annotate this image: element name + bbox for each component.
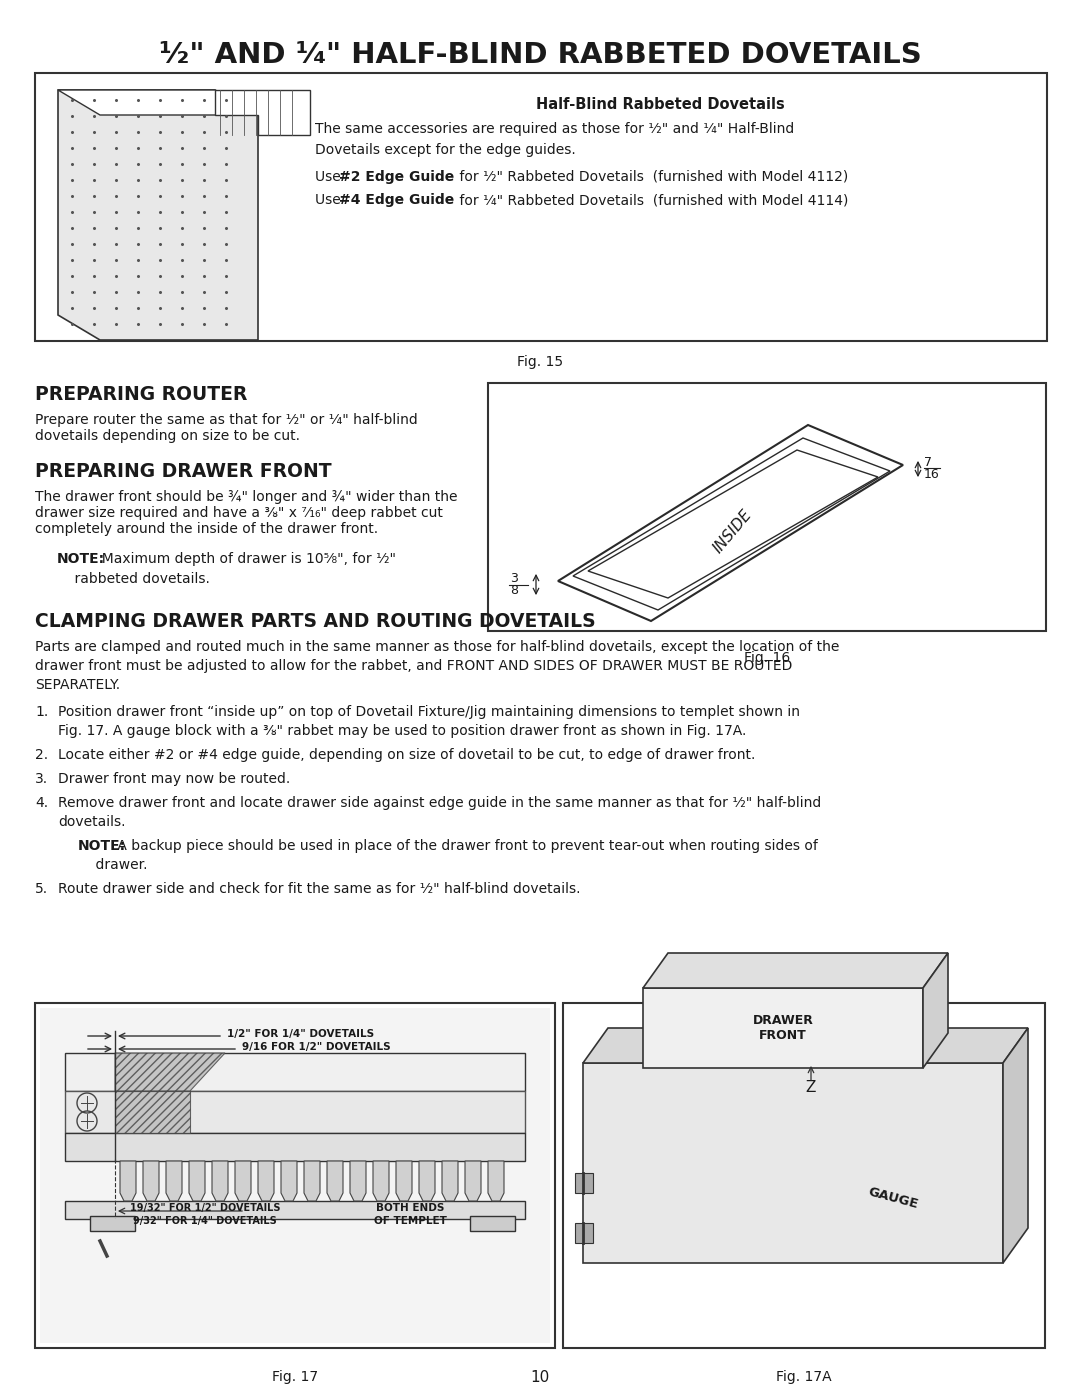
Text: 2.: 2. [35,747,49,761]
Text: #2 Edge Guide: #2 Edge Guide [339,170,455,184]
Text: Fig. 15: Fig. 15 [517,355,563,369]
Polygon shape [235,1161,251,1201]
Bar [575,1173,593,1193]
Bar [35,73,1047,341]
Text: NOTE:: NOTE: [57,552,105,566]
Text: Locate either #2 or #4 edge guide, depending on size of dovetail to be cut, to e: Locate either #2 or #4 edge guide, depen… [58,747,755,761]
Bar [575,1222,593,1243]
Polygon shape [258,1161,274,1201]
Polygon shape [215,89,310,136]
Text: The same accessories are required as those for ¹⁄₂" and ¹⁄₄" Half-Blind: The same accessories are required as tho… [315,122,794,136]
Text: Parts are clamped and routed much in the same manner as those for half-blind dov: Parts are clamped and routed much in the… [35,640,839,654]
Text: Dovetails except for the edge guides.: Dovetails except for the edge guides. [315,142,576,156]
Polygon shape [1003,1028,1028,1263]
Bar [563,1003,1045,1348]
Text: The drawer front should be ¾" longer and ¾" wider than the
drawer size required : The drawer front should be ¾" longer and… [35,490,458,536]
Polygon shape [583,1028,1028,1063]
Bar [90,1215,135,1231]
Polygon shape [488,1161,504,1201]
Polygon shape [419,1161,435,1201]
Bar [643,988,923,1067]
Polygon shape [327,1161,343,1201]
Text: DRAWER
FRONT: DRAWER FRONT [753,1014,813,1042]
Text: 1.: 1. [35,705,49,719]
Text: for ¹⁄₄" Rabbeted Dovetails  (furnished with Model 4114): for ¹⁄₄" Rabbeted Dovetails (furnished w… [455,193,849,207]
Text: Use: Use [315,193,346,207]
Polygon shape [114,1053,225,1091]
Bar [65,1091,525,1133]
Text: ¹⁄₂" AND ¹⁄₄" HALF-BLIND RABBETED DOVETAILS: ¹⁄₂" AND ¹⁄₄" HALF-BLIND RABBETED DOVETA… [159,41,921,68]
Text: 10: 10 [530,1369,550,1384]
Text: Remove drawer front and locate drawer side against edge guide in the same manner: Remove drawer front and locate drawer si… [58,796,821,810]
Text: Fig. 17. A gauge block with a ⅜" rabbet may be used to position drawer front as : Fig. 17. A gauge block with a ⅜" rabbet … [58,724,746,738]
Polygon shape [442,1161,458,1201]
Polygon shape [465,1161,481,1201]
Text: Use: Use [315,170,346,184]
Text: 3: 3 [510,573,518,585]
Text: GAUGE: GAUGE [866,1185,919,1211]
Polygon shape [558,425,903,622]
Text: BOTH ENDS: BOTH ENDS [376,1203,444,1213]
Text: 9/16 FOR 1/2" DOVETAILS: 9/16 FOR 1/2" DOVETAILS [242,1042,391,1052]
Polygon shape [212,1161,228,1201]
Text: 5.: 5. [35,882,49,895]
Text: Z: Z [806,1080,816,1095]
Text: A backup piece should be used in place of the drawer front to prevent tear-out w: A backup piece should be used in place o… [113,840,818,854]
Text: dovetails.: dovetails. [58,814,125,828]
Text: Position drawer front “inside up” on top of Dovetail Fixture/Jig maintaining dim: Position drawer front “inside up” on top… [58,705,800,719]
Text: 16: 16 [924,468,940,481]
Bar [35,1003,555,1348]
Bar [65,1053,525,1091]
Polygon shape [58,89,258,115]
Text: 9/32" FOR 1/4" DOVETAILS: 9/32" FOR 1/4" DOVETAILS [133,1215,276,1227]
Text: 7: 7 [924,455,932,468]
Polygon shape [303,1161,320,1201]
Polygon shape [588,450,878,598]
Text: for ¹⁄₂" Rabbeted Dovetails  (furnished with Model 4112): for ¹⁄₂" Rabbeted Dovetails (furnished w… [455,170,848,184]
Text: 19/32" FOR 1/2" DOVETAILS: 19/32" FOR 1/2" DOVETAILS [130,1203,280,1213]
Text: Prepare router the same as that for ¹⁄₂" or ¹⁄₄" half-blind
dovetails depending : Prepare router the same as that for ¹⁄₂"… [35,414,418,443]
Polygon shape [373,1161,389,1201]
Polygon shape [281,1161,297,1201]
Bar [470,1215,515,1231]
Text: drawer.: drawer. [78,858,148,872]
Text: Fig. 17A: Fig. 17A [777,1370,832,1384]
Bar [583,1063,1003,1263]
Text: 4.: 4. [35,796,49,810]
Polygon shape [189,1161,205,1201]
Polygon shape [120,1161,136,1201]
Text: 3.: 3. [35,773,49,787]
Text: Half-Blind Rabbeted Dovetails: Half-Blind Rabbeted Dovetails [536,96,784,112]
Text: NOTE:: NOTE: [78,840,126,854]
Text: Drawer front may now be routed.: Drawer front may now be routed. [58,773,291,787]
Text: Route drawer side and check for fit the same as for ¹⁄₂" half-blind dovetails.: Route drawer side and check for fit the … [58,882,581,895]
Text: PREPARING ROUTER: PREPARING ROUTER [35,386,247,404]
Bar [40,1009,550,1343]
Text: Fig. 16: Fig. 16 [744,651,791,665]
Polygon shape [573,439,890,610]
Text: CLAMPING DRAWER PARTS AND ROUTING DOVETAILS: CLAMPING DRAWER PARTS AND ROUTING DOVETA… [35,612,596,631]
Polygon shape [396,1161,411,1201]
Text: 8: 8 [510,584,518,598]
Polygon shape [58,89,258,339]
Text: drawer front must be adjusted to allow for the rabbet, and FRONT AND SIDES OF DR: drawer front must be adjusted to allow f… [35,659,793,673]
Polygon shape [166,1161,183,1201]
Polygon shape [643,953,948,988]
Text: OF TEMPLET: OF TEMPLET [374,1215,446,1227]
Text: INSIDE: INSIDE [711,507,755,556]
Text: SEPARATELY.: SEPARATELY. [35,678,120,692]
Text: rabbeted dovetails.: rabbeted dovetails. [57,571,210,585]
Bar [65,1201,525,1220]
Polygon shape [114,1091,190,1133]
Polygon shape [143,1161,159,1201]
Text: Maximum depth of drawer is 10⁵⁄₈", for ¹⁄₂": Maximum depth of drawer is 10⁵⁄₈", for ¹… [93,552,396,566]
Text: Fig. 17: Fig. 17 [272,1370,319,1384]
Text: PREPARING DRAWER FRONT: PREPARING DRAWER FRONT [35,462,332,481]
Bar [488,383,1047,631]
Polygon shape [923,953,948,1067]
Polygon shape [350,1161,366,1201]
Text: #4 Edge Guide: #4 Edge Guide [339,193,455,207]
Text: 1/2" FOR 1/4" DOVETAILS: 1/2" FOR 1/4" DOVETAILS [227,1030,374,1039]
Bar [65,1133,525,1161]
